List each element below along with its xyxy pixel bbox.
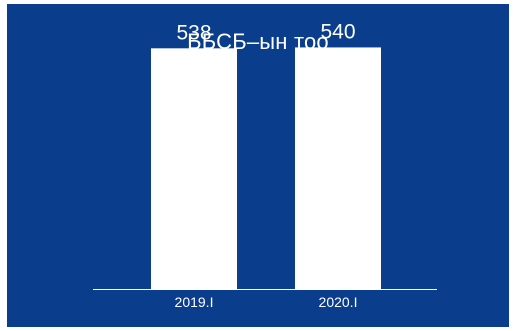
x-tick-label-2020.I: 2020.I xyxy=(319,294,358,310)
data-label-2020.I: 540 xyxy=(320,20,355,43)
bar-2019.I xyxy=(151,48,237,289)
x-tick-label-2019.I: 2019.I xyxy=(175,294,214,310)
data-label-2019.I: 538 xyxy=(176,21,211,44)
bar-chart: 538 2019.I 540 2020.I xyxy=(93,20,437,310)
bar-2020.I xyxy=(295,47,381,289)
chart-panel: ББСБ–ын тоо 538 2019.I 540 2020.I xyxy=(7,4,509,327)
